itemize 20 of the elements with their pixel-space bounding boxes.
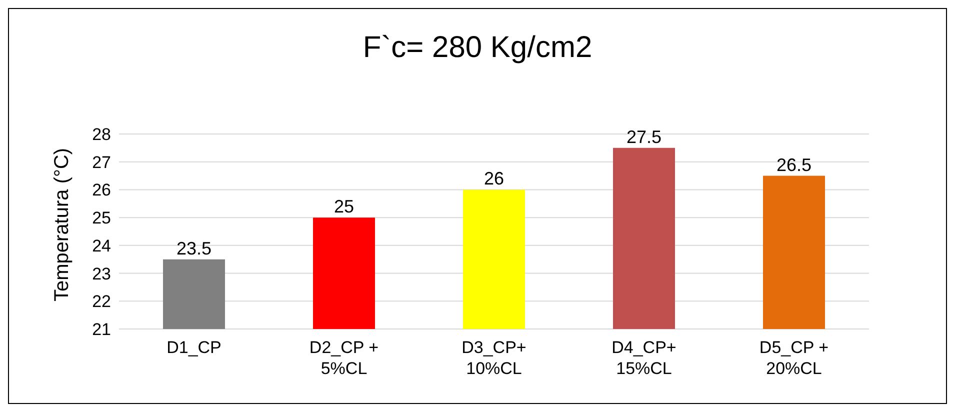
y-tick-label: 26 — [92, 180, 111, 200]
x-tick-label: D3_CP+ 10%CL — [462, 338, 526, 378]
data-label: 25 — [334, 196, 354, 217]
y-tick-label: 22 — [92, 292, 111, 312]
x-tick-label: D1_CP — [166, 338, 222, 357]
data-label: 27.5 — [626, 126, 662, 147]
y-tick-label: 27 — [92, 152, 111, 172]
y-axis-title: Temperatura (°C) — [51, 148, 74, 302]
y-tick-label: 25 — [92, 208, 111, 228]
x-tick-label: D4_CP+ 15%CL — [612, 338, 676, 378]
data-label: 26 — [484, 168, 504, 189]
data-label: 26.5 — [776, 154, 812, 175]
x-tick-label: D2_CP + 5%CL — [309, 338, 379, 378]
y-tick-label: 23 — [92, 264, 111, 284]
chart-title: F`c= 280 Kg/cm2 — [362, 31, 594, 65]
data-label: 23.5 — [176, 238, 212, 258]
y-tick-label: 24 — [92, 236, 111, 256]
y-tick-label: 21 — [92, 320, 111, 340]
x-tick-label: D5_CP + 20%CL — [759, 338, 829, 378]
y-tick-label: 28 — [92, 125, 111, 144]
